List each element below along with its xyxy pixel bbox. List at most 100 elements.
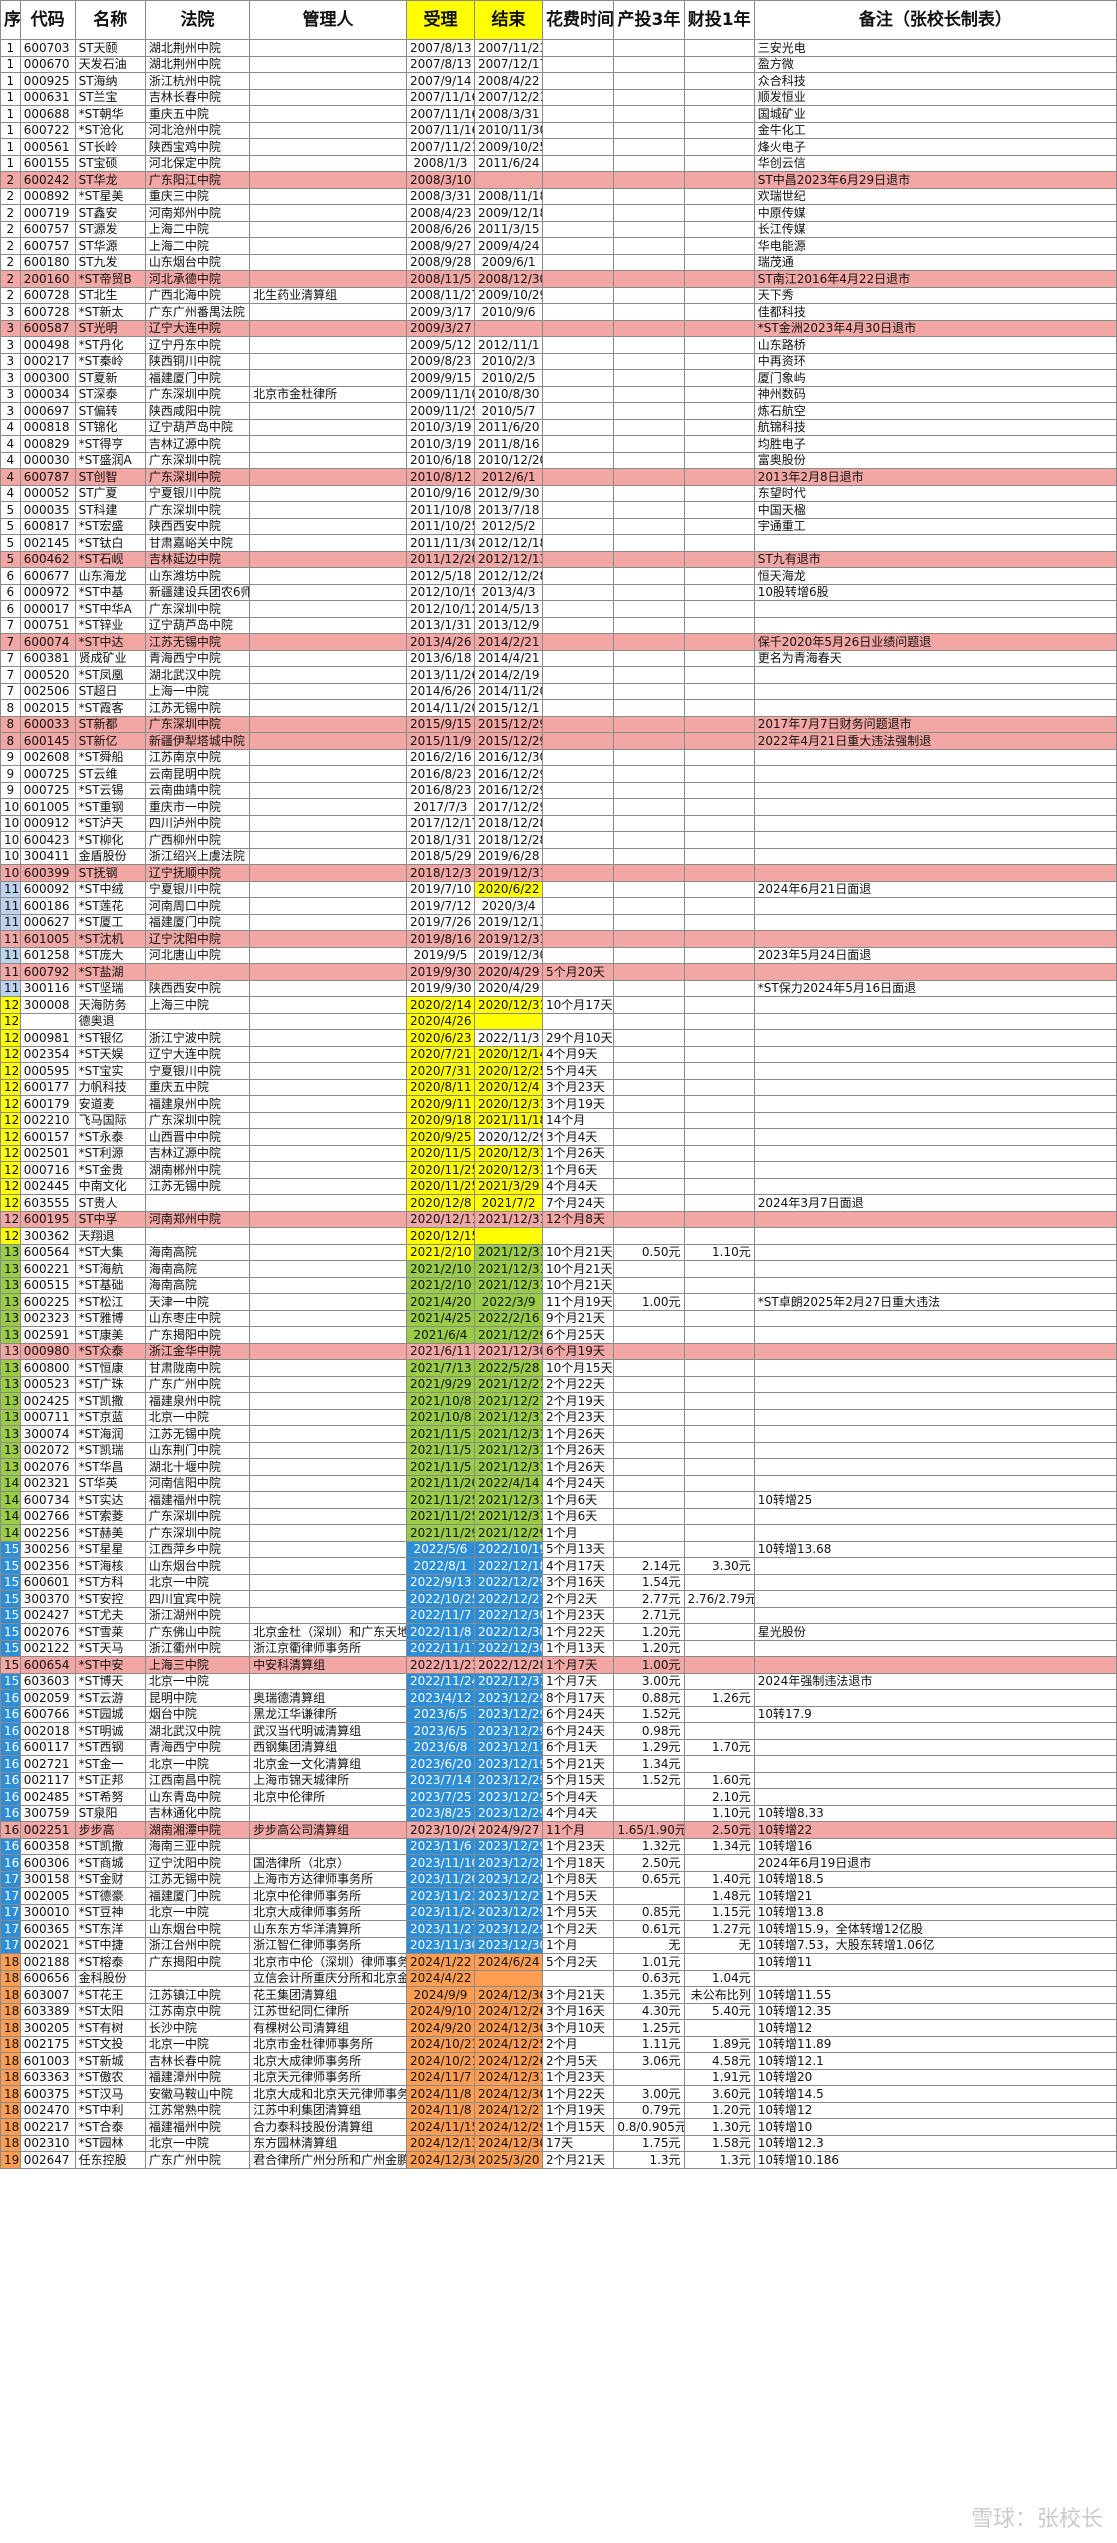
cell-name[interactable]: *ST基础 <box>74 1276 146 1294</box>
cell-industrial-investor[interactable] <box>613 1111 685 1129</box>
cell-accepted[interactable]: 2013/6/18 <box>405 649 476 667</box>
cell-ended[interactable] <box>473 1969 544 1987</box>
cell-accepted[interactable]: 2012/5/18 <box>405 567 476 585</box>
cell-ended[interactable]: 2015/12/1 <box>473 699 544 717</box>
cell-court[interactable]: 河南周口中院 <box>144 897 251 915</box>
cell-name[interactable]: ST锦化 <box>74 418 146 436</box>
cell-ended[interactable]: 2009/10/25 <box>473 138 544 156</box>
cell-accepted[interactable]: 2023/4/12 <box>405 1689 476 1707</box>
cell-court[interactable] <box>144 1194 251 1212</box>
cell-remarks[interactable]: 10转增10 <box>753 2118 1117 2136</box>
cell-ended[interactable]: 2024/12/30 <box>473 2019 544 2037</box>
cell-financial-investor[interactable] <box>683 682 755 700</box>
cell-financial-investor[interactable] <box>683 963 755 981</box>
cell-accepted[interactable]: 2011/10/25 <box>405 517 476 535</box>
cell-ended[interactable]: 2020/12/31 <box>473 1161 544 1179</box>
cell-court[interactable]: 辽宁大连中院 <box>144 319 251 337</box>
cell-court[interactable]: 北京一中院 <box>144 2134 251 2152</box>
cell-court[interactable]: 广东深圳中院 <box>144 501 251 519</box>
cell-ended[interactable]: 2020/12/29 <box>473 1128 544 1146</box>
cell-seq[interactable]: 7 <box>0 649 21 667</box>
cell-seq[interactable]: 18 <box>0 2019 21 2037</box>
cell-financial-investor[interactable] <box>683 1375 755 1393</box>
cell-industrial-investor[interactable] <box>613 451 685 469</box>
cell-code[interactable]: 603007 <box>19 1986 76 2004</box>
cell-industrial-investor[interactable]: 1.34元 <box>613 1755 685 1773</box>
cell-code[interactable]: 000751 <box>19 616 76 634</box>
cell-seq[interactable]: 11 <box>0 946 21 964</box>
cell-accepted[interactable]: 2024/9/10 <box>405 2002 476 2020</box>
cell-industrial-investor[interactable]: 1.52元 <box>613 1705 685 1723</box>
cell-name[interactable]: *ST安控 <box>74 1590 146 1608</box>
cell-court[interactable]: 山东荆门中院 <box>144 1441 251 1459</box>
cell-duration[interactable]: 4个月24天 <box>542 1474 615 1492</box>
cell-court[interactable]: 湖北武汉中院 <box>144 666 251 684</box>
cell-name[interactable]: *ST坚瑞 <box>74 979 146 997</box>
cell-administrator[interactable] <box>249 369 407 387</box>
cell-ended[interactable]: 2011/6/24 <box>473 154 544 172</box>
cell-industrial-investor[interactable]: 0.8/0.905元 <box>613 2118 685 2136</box>
cell-remarks[interactable]: 2024年3月7日面退 <box>753 1194 1117 1212</box>
cell-code[interactable]: 002485 <box>19 1788 76 1806</box>
cell-financial-investor[interactable] <box>683 666 755 684</box>
cell-seq[interactable]: 15 <box>0 1656 21 1674</box>
cell-name[interactable]: ST华英 <box>74 1474 146 1492</box>
cell-seq[interactable]: 13 <box>0 1408 21 1426</box>
cell-duration[interactable] <box>542 451 615 469</box>
cell-seq[interactable]: 11 <box>0 963 21 981</box>
cell-code[interactable]: 002145 <box>19 534 76 552</box>
cell-seq[interactable]: 10 <box>0 798 21 816</box>
cell-name[interactable]: *ST榕泰 <box>74 1953 146 1971</box>
cell-seq[interactable]: 13 <box>0 1243 21 1261</box>
cell-court[interactable]: 广东深圳中院 <box>144 468 251 486</box>
cell-code[interactable]: 000561 <box>19 138 76 156</box>
cell-accepted[interactable]: 2011/12/20 <box>405 550 476 568</box>
cell-seq[interactable]: 1 <box>0 88 21 106</box>
cell-name[interactable]: 天海防务 <box>74 996 146 1014</box>
cell-financial-investor[interactable] <box>683 1095 755 1113</box>
cell-remarks[interactable] <box>753 1771 1117 1789</box>
cell-name[interactable]: *ST石岘 <box>74 550 146 568</box>
cell-accepted[interactable]: 2007/11/16 <box>405 105 476 123</box>
cell-administrator[interactable]: 北京市金杜律师事务所 <box>249 2035 407 2053</box>
cell-administrator[interactable] <box>249 204 407 222</box>
cell-administrator[interactable] <box>249 1029 407 1047</box>
cell-accepted[interactable]: 2018/12/3 <box>405 864 476 882</box>
cell-code[interactable]: 600677 <box>19 567 76 585</box>
cell-ended[interactable]: 2018/12/28 <box>473 814 544 832</box>
cell-seq[interactable]: 5 <box>0 517 21 535</box>
cell-ended[interactable]: 2015/12/29 <box>473 732 544 750</box>
cell-duration[interactable] <box>542 204 615 222</box>
cell-ended[interactable]: 2023/12/29 <box>473 1903 544 1921</box>
cell-duration[interactable] <box>542 154 615 172</box>
cell-seq[interactable]: 11 <box>0 897 21 915</box>
cell-financial-investor[interactable] <box>683 121 755 139</box>
cell-remarks[interactable]: 宇通重工 <box>753 517 1117 535</box>
cell-duration[interactable] <box>542 336 615 354</box>
cell-accepted[interactable]: 2019/7/10 <box>405 880 476 898</box>
cell-financial-investor[interactable]: 1.89元 <box>683 2035 755 2053</box>
cell-duration[interactable]: 1个月7天 <box>542 1672 615 1690</box>
cell-name[interactable]: *ST天娱 <box>74 1045 146 1063</box>
cell-industrial-investor[interactable]: 1.20元 <box>613 1639 685 1657</box>
cell-administrator[interactable] <box>249 864 407 882</box>
cell-accepted[interactable]: 2009/9/15 <box>405 369 476 387</box>
cell-duration[interactable] <box>542 270 615 288</box>
cell-financial-investor[interactable]: 2.10元 <box>683 1788 755 1806</box>
cell-accepted[interactable]: 2007/11/16 <box>405 121 476 139</box>
cell-ended[interactable]: 2019/12/30 <box>473 946 544 964</box>
cell-court[interactable]: 北京一中院 <box>144 1903 251 1921</box>
cell-duration[interactable]: 8个月17天 <box>542 1689 615 1707</box>
cell-remarks[interactable] <box>753 963 1117 981</box>
cell-code[interactable]: 002470 <box>19 2101 76 2119</box>
cell-financial-investor[interactable]: 1.30元 <box>683 2118 755 2136</box>
cell-ended[interactable]: 2018/12/28 <box>473 831 544 849</box>
cell-industrial-investor[interactable]: 1.20元 <box>613 1623 685 1641</box>
cell-code[interactable]: 601005 <box>19 930 76 948</box>
cell-duration[interactable]: 7个月24天 <box>542 1194 615 1212</box>
cell-ended[interactable] <box>473 1012 544 1030</box>
cell-seq[interactable]: 8 <box>0 732 21 750</box>
cell-court[interactable]: 湖南郴州中院 <box>144 1161 251 1179</box>
cell-remarks[interactable] <box>753 1392 1117 1410</box>
cell-ended[interactable]: 2022/12/29 <box>473 1573 544 1591</box>
